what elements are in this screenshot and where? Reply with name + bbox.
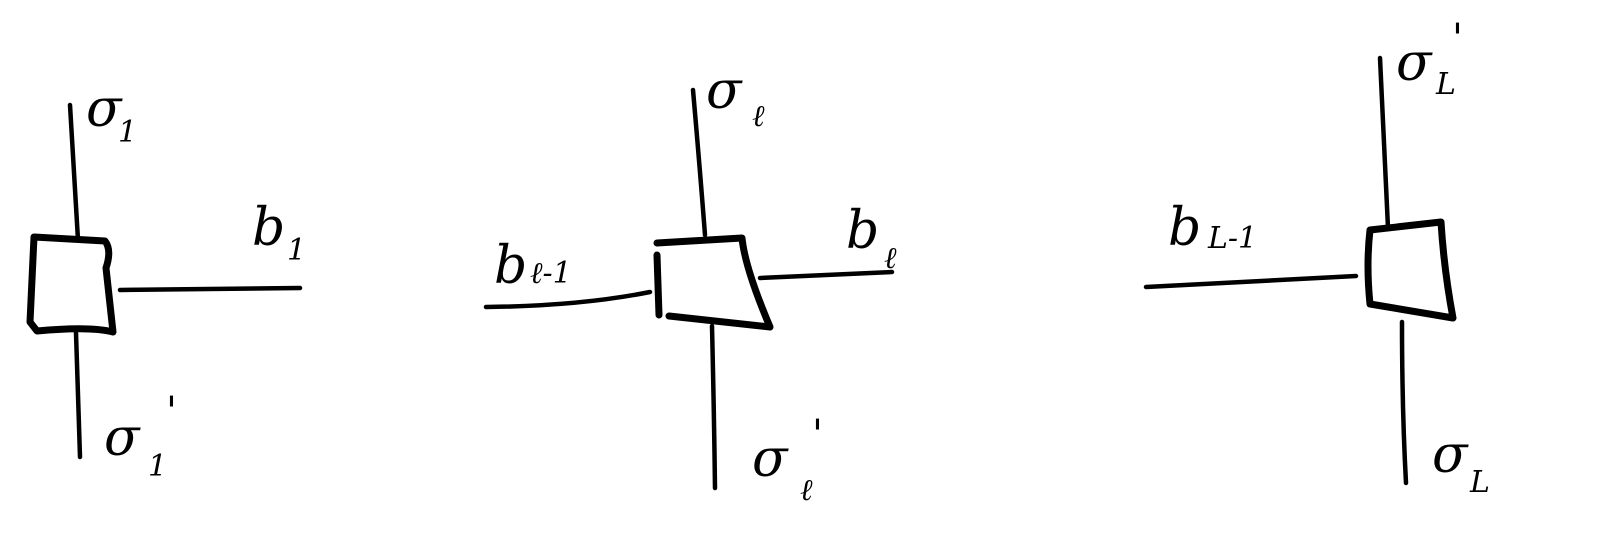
last-top-label-symbol: σ [1396,33,1433,93]
middle-top-label-symbol: σ [706,61,743,121]
middle-left-bond-symbol: b [494,236,527,296]
middle-right-bond-symbol: b [846,201,879,261]
last-left-bond-subscript: L-1 [1207,221,1257,256]
last-bottom-label-subscript: L [1469,465,1490,500]
first-top-leg [67,102,81,243]
last-bottom-label-symbol: σ [1432,425,1469,485]
last-left-bond-symbol: b [1168,198,1201,258]
first-right-bond-symbol: b [252,198,285,258]
last-left-bond-line [1143,273,1359,290]
first-bottom-leg [73,330,83,460]
first-top-label-symbol: σ [86,79,123,139]
last-top-label-subscript: L [1435,67,1456,102]
first-bottom-label-symbol: σ [104,408,141,468]
middle-left-bond-subscript: ℓ-1 [530,256,572,291]
middle-right-bond-line [757,269,895,281]
tensor-first-site: σ 1 b 1 σ 1 ' [26,79,306,484]
middle-left-bond-line [483,289,653,310]
middle-bottom-label-subscript: ℓ [800,473,813,508]
middle-top-label-subscript: ℓ [752,99,765,134]
middle-top-leg [690,87,708,238]
first-right-bond-line [117,285,303,293]
first-top-label-subscript: 1 [118,115,137,150]
middle-tensor-left-edge [653,251,663,319]
last-top-label-prime: ' [1452,16,1463,62]
middle-bottom-label-symbol: σ [752,429,789,489]
first-bottom-label-subscript: 1 [148,449,167,484]
middle-bottom-label-prime: ' [812,412,823,458]
last-tensor-box [1364,218,1457,322]
middle-bottom-leg [709,323,718,491]
tensor-last-site: σ L ' b L-1 σ L [1143,16,1490,500]
first-tensor-box [26,233,117,336]
first-bottom-label-prime: ' [166,389,177,435]
first-right-bond-subscript: 1 [287,233,306,268]
middle-tensor-box [653,234,774,331]
last-top-leg [1377,55,1391,231]
last-bottom-leg [1399,319,1409,486]
middle-right-bond-subscript: ℓ [884,241,897,276]
tensor-middle-site: σ ℓ b ℓ-1 b ℓ σ ℓ ' [483,61,897,508]
